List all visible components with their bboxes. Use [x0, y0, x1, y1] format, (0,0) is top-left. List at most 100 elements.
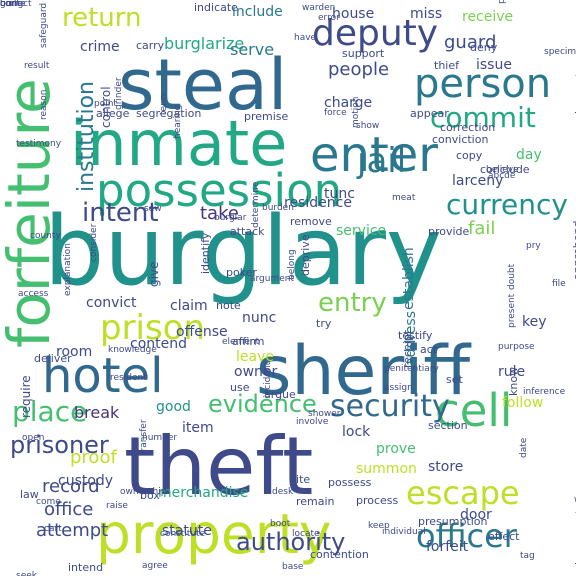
word-entry: entry: [318, 288, 387, 318]
word-leave: leave: [236, 349, 274, 365]
word-authority: authority: [236, 528, 346, 556]
word-purpose: purpose: [498, 342, 535, 352]
word-motion: motion: [351, 96, 361, 128]
word-include: include: [232, 4, 283, 20]
word-involve: involve: [296, 417, 329, 427]
word-burden: burden: [262, 203, 294, 213]
word-prove: prove: [376, 441, 416, 457]
word-know: know: [507, 366, 520, 396]
word-room: room: [56, 344, 93, 360]
word-custody: custody: [58, 473, 114, 489]
word-merchandise: merchandise: [158, 485, 249, 501]
word-contention: contention: [310, 548, 369, 561]
word-service: service: [336, 223, 387, 239]
word-summon: summon: [356, 461, 417, 477]
word-correction: correction: [440, 121, 496, 134]
word-rule: rule: [498, 364, 526, 380]
word-steal: steal: [118, 44, 288, 126]
word-forfeiture: forfeiture: [0, 78, 63, 348]
word-show: show: [356, 121, 380, 131]
word-evidence: evidence: [208, 390, 317, 418]
word-box: box: [140, 489, 160, 502]
word-doubt: doubt: [507, 263, 517, 290]
word-person: person: [414, 61, 552, 107]
word-house: house: [332, 6, 375, 22]
word-conviction: conviction: [432, 133, 489, 146]
word-thief: thief: [434, 59, 459, 72]
word-claim: claim: [170, 298, 208, 314]
word-tag: tag: [520, 551, 535, 561]
word-crime: crime: [80, 39, 120, 55]
word-safeguard: safeguard: [39, 2, 49, 48]
word-remain: remain: [296, 495, 335, 508]
word-return: return: [62, 3, 142, 33]
word-residence: residence: [284, 195, 352, 211]
word-nunc: nunc: [242, 310, 277, 326]
word-note: note: [216, 299, 241, 312]
word-force: force: [324, 108, 347, 118]
word-abcde: abcde: [488, 171, 516, 181]
word-possess: possess: [328, 476, 372, 489]
word-county: county: [30, 231, 61, 241]
word-base: base: [282, 562, 304, 572]
word-establish: establish: [401, 247, 417, 310]
word-presumption: presumption: [418, 515, 488, 528]
word-carry: carry: [136, 39, 165, 52]
word-record: record: [42, 476, 100, 497]
word-poker: poker: [226, 266, 257, 279]
word-warden: warden: [302, 3, 336, 13]
word-individual: individual: [382, 527, 426, 537]
word-theft: theft: [124, 420, 314, 513]
word-meat: meat: [392, 193, 416, 203]
word-owner: owner: [234, 364, 278, 380]
word-specimen: specimen: [544, 47, 576, 57]
word-prison: prison: [100, 308, 206, 348]
word-currency: currency: [446, 188, 568, 221]
word-result: result: [24, 61, 50, 71]
word-security: security: [330, 389, 450, 424]
word-people: people: [328, 59, 390, 80]
word-good: good: [156, 399, 191, 415]
word-effect: effect: [488, 530, 520, 543]
word-identify: identify: [199, 232, 212, 274]
word-affirm: affirm: [232, 335, 265, 348]
word-intent: intent: [82, 198, 159, 228]
word-institution: institution: [74, 81, 99, 192]
word-lock: lock: [342, 424, 371, 440]
word-home: home: [0, 0, 26, 9]
word-inference: inference: [523, 387, 566, 397]
word-day: day: [516, 147, 542, 163]
word-access: access: [18, 289, 49, 299]
word-number: number: [142, 433, 178, 443]
word-date: date: [519, 437, 529, 458]
word-premise: premise: [244, 110, 289, 123]
word-indicate: indicate: [194, 1, 238, 14]
word-receive: receive: [462, 9, 514, 25]
word-offense: offense: [176, 324, 228, 340]
word-consider: consider: [89, 223, 99, 262]
word-burglar: burglar: [214, 213, 247, 223]
word-jail: jail: [357, 141, 407, 181]
word-guard: guard: [444, 32, 497, 53]
word-argue: argue: [264, 388, 296, 401]
word-hearing: hearing: [173, 104, 183, 139]
word-cart: cart: [44, 524, 62, 534]
word-deny: deny: [470, 41, 498, 54]
word-break: break: [74, 403, 120, 422]
word-reason: reason: [39, 89, 49, 120]
word-pry: pry: [526, 241, 541, 251]
word-appear: appear: [410, 107, 449, 120]
word-presence: presence: [497, 0, 507, 4]
word-deputy: deputy: [312, 13, 439, 54]
word-grinder: grinder: [114, 77, 124, 110]
word-assign: assign: [384, 383, 413, 393]
word-constitute: constitute: [160, 529, 206, 539]
word-raise: raise: [106, 501, 128, 511]
word-forfeit: forfeit: [426, 539, 469, 555]
word-come: come: [36, 497, 61, 507]
word-present: present: [507, 293, 517, 328]
word-support: support: [342, 47, 385, 60]
word-section: section: [428, 419, 468, 432]
word-possession: possession: [96, 164, 343, 217]
